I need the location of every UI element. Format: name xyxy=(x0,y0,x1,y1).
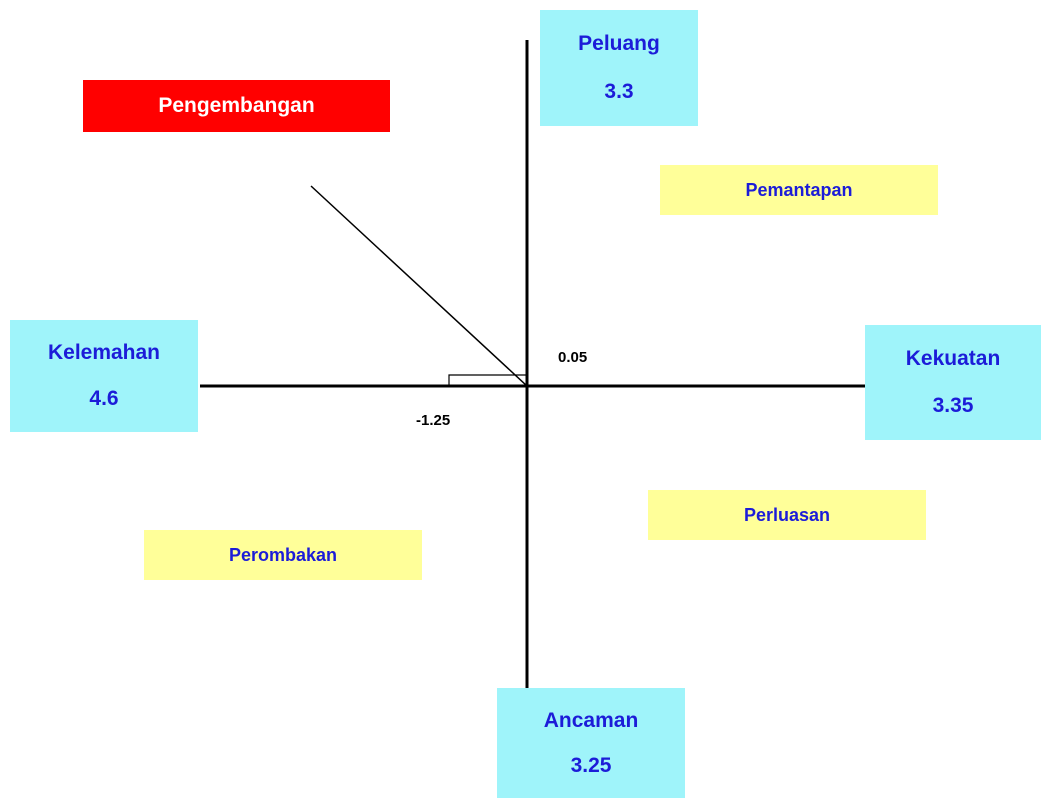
direction-line xyxy=(310,185,528,387)
label: Kelemahan xyxy=(47,341,161,364)
label: Pemantapan xyxy=(745,179,853,200)
value: 3.25 xyxy=(570,753,612,777)
label: Peluang xyxy=(578,32,660,55)
label: Kekuatan xyxy=(905,346,1001,370)
label: Ancaman xyxy=(543,708,639,732)
x-coordinate: -1.25 xyxy=(416,412,451,429)
value: 3.35 xyxy=(932,394,974,418)
point-marker xyxy=(448,374,527,386)
label: Perombakan xyxy=(228,544,338,565)
label: Pengembangan xyxy=(158,94,315,117)
y-coordinate: 0.05 xyxy=(558,349,588,366)
strength-box: Kekuatan 3.35 xyxy=(865,325,1041,440)
quadrant-box: Pemantapan xyxy=(660,165,938,215)
opportunity-box: Peluang 3.3 xyxy=(540,10,698,126)
label: Perluasan xyxy=(743,504,831,525)
quadrant-box: Perluasan xyxy=(648,490,926,540)
value: 4.6 xyxy=(89,387,119,410)
quadrant-box: Pengembangan xyxy=(83,80,390,132)
value: 3.3 xyxy=(604,80,634,103)
threat-box: Ancaman 3.25 xyxy=(497,688,685,798)
weakness-box: Kelemahan 4.6 xyxy=(10,320,198,432)
quadrant-box: Perombakan xyxy=(144,530,422,580)
